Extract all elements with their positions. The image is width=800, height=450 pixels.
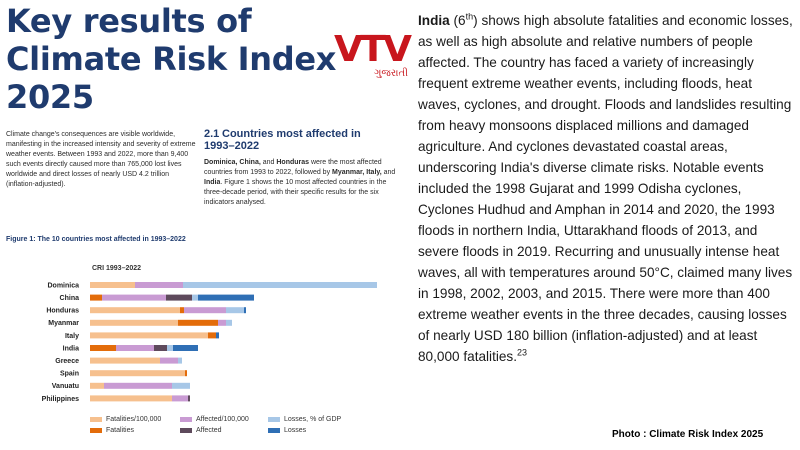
legend-swatch [180,428,192,433]
figure-title: Figure 1: The 10 countries most affected… [6,236,186,243]
legend-label: Fatalities/100,000 [106,416,162,423]
category-label-china: China [60,295,80,302]
and-text-2: and [381,169,396,176]
photo-credit: Photo : Climate Risk Index 2025 [612,429,764,440]
bold-countries: Dominica, China, [204,159,261,166]
legend-label: Losses [284,427,307,434]
category-label-honduras: Honduras [46,308,79,315]
bar-india-losses [173,345,198,351]
bold-myanmar-italy: Myanmar, Italy, [332,169,382,176]
bar-honduras-losses-of-gdp [226,307,244,314]
bar-philippines-fatalities-100-000 [90,395,172,402]
logo-subtext: ગુજરાતી [374,68,408,79]
legend-item-affected-100-000: Affected/100,000 [180,416,249,423]
rank-number: 6 [458,13,466,28]
bar-honduras-losses [244,307,246,314]
bar-philippines-affected-100-000 [172,395,188,402]
bar-philippines-affected [188,395,190,402]
bar-china-losses-of-gdp [192,294,198,301]
legend-swatch [180,417,192,422]
category-label-italy: Italy [65,333,79,340]
chart-subtitle: CRI 1993–2022 [92,265,142,272]
category-label-greece: Greece [55,358,79,365]
bold-honduras: Honduras [276,159,310,166]
bar-dominica-losses-of-gdp [183,282,377,288]
bar-honduras-affected-100-000 [184,307,226,314]
section-heading: 2.1 Countries most affected in 1993–2022 [204,128,394,152]
legend-item-fatalities: Fatalities [90,427,134,434]
section-body-text-2: . Figure 1 shows the 10 most affected co… [204,179,387,206]
india-description: India (6th) shows high absolute fataliti… [418,11,793,364]
legend-swatch [90,417,102,422]
bar-greece-fatalities-100-000 [90,357,160,364]
legend-label: Fatalities [106,427,135,434]
bar-vanuatu-fatalities-100-000 [90,382,104,389]
bar-greece-losses-of-gdp [178,357,182,364]
legend-item-losses-of-gdp: Losses, % of GDP [268,416,341,423]
section-body: Dominica, China, and Honduras were the m… [204,158,400,208]
bar-china-fatalities [90,294,102,301]
bar-india-affected-100-000 [116,345,154,351]
category-label-spain: Spain [60,371,79,378]
category-label-philippines: Philippines [42,396,79,403]
bar-greece-affected-100-000 [160,357,178,364]
page-title: Key results of Climate Risk Index 2025 [6,2,337,116]
vtv-logo: VTV ગુજરાતી [334,32,414,88]
bar-india-affected [154,345,167,351]
bar-india-losses-of-gdp [167,345,173,351]
legend-label: Affected/100,000 [196,416,249,423]
category-label-vanuatu: Vanuatu [52,383,79,390]
bar-vanuatu-losses-of-gdp [172,382,190,389]
bar-myanmar-affected-100-000 [218,319,226,326]
bar-honduras-fatalities [180,307,184,314]
category-label-dominica: Dominica [47,282,79,289]
bar-spain-fatalities [185,370,187,377]
legend-swatch [268,428,280,433]
description-body: shows high absolute fatalities and econo… [418,13,793,364]
and-text: and [260,159,277,166]
legend-swatch [268,417,280,422]
bar-vanuatu-affected-100-000 [104,382,172,389]
legend-item-losses: Losses [268,427,306,434]
intro-paragraph: Climate change's consequences are visibl… [6,131,196,188]
legend-label: Losses, % of GDP [284,416,342,423]
bar-myanmar-fatalities [178,319,218,326]
rank-suffix: th [465,11,474,22]
bar-honduras-fatalities-100-000 [90,307,180,314]
stacked-bar-chart: Dominica China Honduras Myanmar Italy India Gr… [42,282,377,403]
section-body-text-1: were the most affected countries from 19… [204,159,382,176]
footnote-marker: 23 [517,347,528,358]
bar-india-fatalities [90,345,116,351]
logo-text: VTV [334,29,412,70]
bar-dominica-fatalities-100-000 [90,282,135,288]
bar-myanmar-fatalities-100-000 [90,319,178,326]
category-label-myanmar: Myanmar [48,320,79,327]
bar-spain-fatalities-100-000 [90,370,185,377]
legend-label: Affected [196,427,222,434]
country-name: India [418,13,450,28]
bar-italy-fatalities-100-000 [90,332,208,339]
section-title-text: Countries most affected in 1993–2022 [204,128,361,152]
bar-dominica-affected-100-000 [135,282,183,288]
bar-myanmar-losses-of-gdp [226,319,232,326]
legend-swatch [90,428,102,433]
bold-india: India [204,179,221,186]
bar-china-losses [198,294,254,301]
bar-china-affected [166,294,192,301]
legend-item-affected: Affected [180,427,222,434]
bar-italy-fatalities [208,332,216,339]
chart-legend: Fatalities/100,000 Fatalities Affected/100… [90,416,400,446]
bar-china-affected-100-000 [102,294,166,301]
legend-item-fatalities-100-000: Fatalities/100,000 [90,416,161,423]
section-number: 2.1 [204,128,220,140]
bar-italy-losses [216,332,219,339]
category-label-india: India [63,345,79,352]
